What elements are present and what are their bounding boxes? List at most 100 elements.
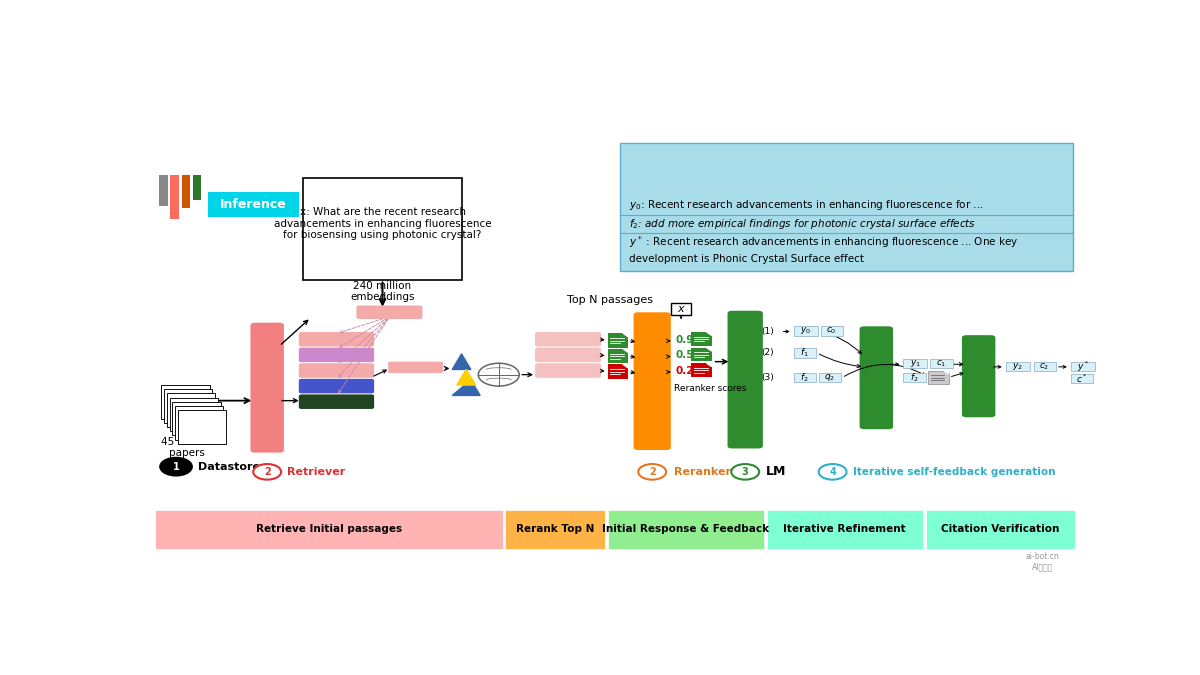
Text: $c_1$: $c_1$ [936, 358, 947, 369]
Bar [1006, 362, 1030, 371]
Circle shape [253, 464, 281, 480]
Bar [607, 510, 763, 549]
Bar [164, 389, 212, 423]
Text: Reranker scores: Reranker scores [673, 384, 746, 394]
Bar [208, 192, 299, 217]
Bar [904, 373, 925, 383]
Text: Top N passages: Top N passages [568, 296, 653, 305]
Bar [793, 348, 816, 358]
Text: 45 million
papers: 45 million papers [161, 437, 214, 458]
Bar [821, 326, 842, 335]
Text: (1): (1) [761, 327, 774, 336]
Text: $q_2$: $q_2$ [824, 373, 835, 383]
Bar [691, 348, 712, 361]
Bar [793, 326, 817, 335]
Circle shape [638, 464, 666, 480]
Bar [818, 373, 841, 383]
Text: 240 million
embeddings: 240 million embeddings [350, 281, 415, 302]
Text: development is Phonic Crystal Surface effect: development is Phonic Crystal Surface ef… [629, 254, 864, 265]
FancyBboxPatch shape [727, 310, 763, 448]
Text: $c_2$: $c_2$ [1039, 361, 1050, 372]
Polygon shape [457, 369, 475, 385]
Polygon shape [943, 371, 949, 374]
FancyBboxPatch shape [535, 348, 601, 362]
Bar [1070, 374, 1093, 383]
FancyBboxPatch shape [634, 313, 671, 450]
Text: $f_2$: $f_2$ [800, 371, 809, 384]
Text: $y^*$ : Recent research advancements in enhancing fluorescence ... One key: $y^*$ : Recent research advancements in … [629, 234, 1019, 250]
Text: $y^*$: $y^*$ [1076, 359, 1088, 373]
Circle shape [731, 464, 760, 480]
Bar [929, 371, 949, 384]
Text: $c_0$: $c_0$ [827, 326, 836, 336]
Text: $y_1$: $y_1$ [910, 358, 920, 369]
Text: 0.2: 0.2 [676, 366, 694, 376]
Text: $y_0$: Recent research advancements in enhancing fluorescence for ...: $y_0$: Recent research advancements in e… [629, 198, 984, 212]
Bar [619, 143, 1074, 271]
Bar [767, 510, 923, 549]
Bar [178, 410, 227, 443]
Text: Datastore: Datastore [198, 462, 260, 472]
Circle shape [161, 458, 192, 475]
Bar [169, 398, 218, 431]
Bar [170, 175, 179, 219]
Polygon shape [707, 332, 712, 335]
Bar [167, 394, 215, 427]
Text: $f_2$: add more empirical findings for photonic crystal surface effects: $f_2$: add more empirical findings for p… [629, 217, 976, 231]
Text: $c^*$: $c^*$ [1076, 373, 1087, 385]
Text: Retriever: Retriever [287, 467, 344, 477]
Text: $y_2$: $y_2$ [1013, 361, 1024, 372]
Text: ai-bot.cn
AI工具集: ai-bot.cn AI工具集 [1026, 552, 1060, 572]
Text: $f_2$: $f_2$ [910, 371, 919, 384]
Text: (3): (3) [761, 373, 774, 382]
FancyBboxPatch shape [388, 362, 443, 373]
Polygon shape [707, 363, 712, 367]
FancyBboxPatch shape [299, 363, 374, 378]
Polygon shape [452, 380, 480, 396]
Bar [155, 510, 504, 549]
Text: x: x [678, 304, 684, 314]
FancyBboxPatch shape [535, 332, 601, 346]
Text: (2): (2) [761, 348, 774, 357]
Bar [181, 175, 190, 209]
Text: Citation Verification: Citation Verification [941, 524, 1060, 535]
Bar [161, 385, 210, 418]
Text: 0.9: 0.9 [676, 335, 694, 345]
Text: Retrieve Initial passages: Retrieve Initial passages [256, 524, 402, 535]
Bar [691, 332, 712, 346]
Polygon shape [623, 333, 628, 337]
Text: Iterative self-feedback generation: Iterative self-feedback generation [853, 467, 1056, 477]
Polygon shape [707, 348, 712, 351]
Text: Initial Response & Feedback: Initial Response & Feedback [602, 524, 769, 535]
Text: 1: 1 [173, 462, 180, 472]
FancyBboxPatch shape [251, 323, 284, 453]
Text: 0.5: 0.5 [676, 350, 694, 360]
Text: 4: 4 [829, 467, 836, 477]
Text: $f_1$: $f_1$ [800, 346, 809, 359]
Bar [175, 406, 223, 439]
Bar [607, 333, 628, 348]
Circle shape [818, 464, 846, 480]
Text: 3: 3 [742, 467, 749, 477]
Bar [691, 363, 712, 377]
Polygon shape [623, 349, 628, 352]
Text: $y_0$: $y_0$ [800, 325, 811, 337]
Text: Reranker: Reranker [673, 467, 731, 477]
Text: Rerank Top N: Rerank Top N [516, 524, 594, 535]
Text: 2: 2 [264, 467, 270, 477]
FancyBboxPatch shape [535, 363, 601, 378]
FancyBboxPatch shape [299, 348, 374, 362]
Bar [505, 510, 605, 549]
FancyBboxPatch shape [299, 394, 374, 409]
Bar [160, 175, 168, 206]
Polygon shape [623, 364, 628, 368]
Text: 2: 2 [649, 467, 655, 477]
Bar [925, 510, 1075, 549]
Bar [173, 402, 221, 435]
Bar [607, 364, 628, 379]
FancyBboxPatch shape [859, 326, 893, 429]
Text: Inference: Inference [220, 198, 287, 211]
Bar [793, 373, 816, 383]
Bar [1070, 362, 1094, 371]
Text: x: What are the recent research
advancements in enhancing fluorescence
for biose: x: What are the recent research advancem… [274, 207, 491, 240]
